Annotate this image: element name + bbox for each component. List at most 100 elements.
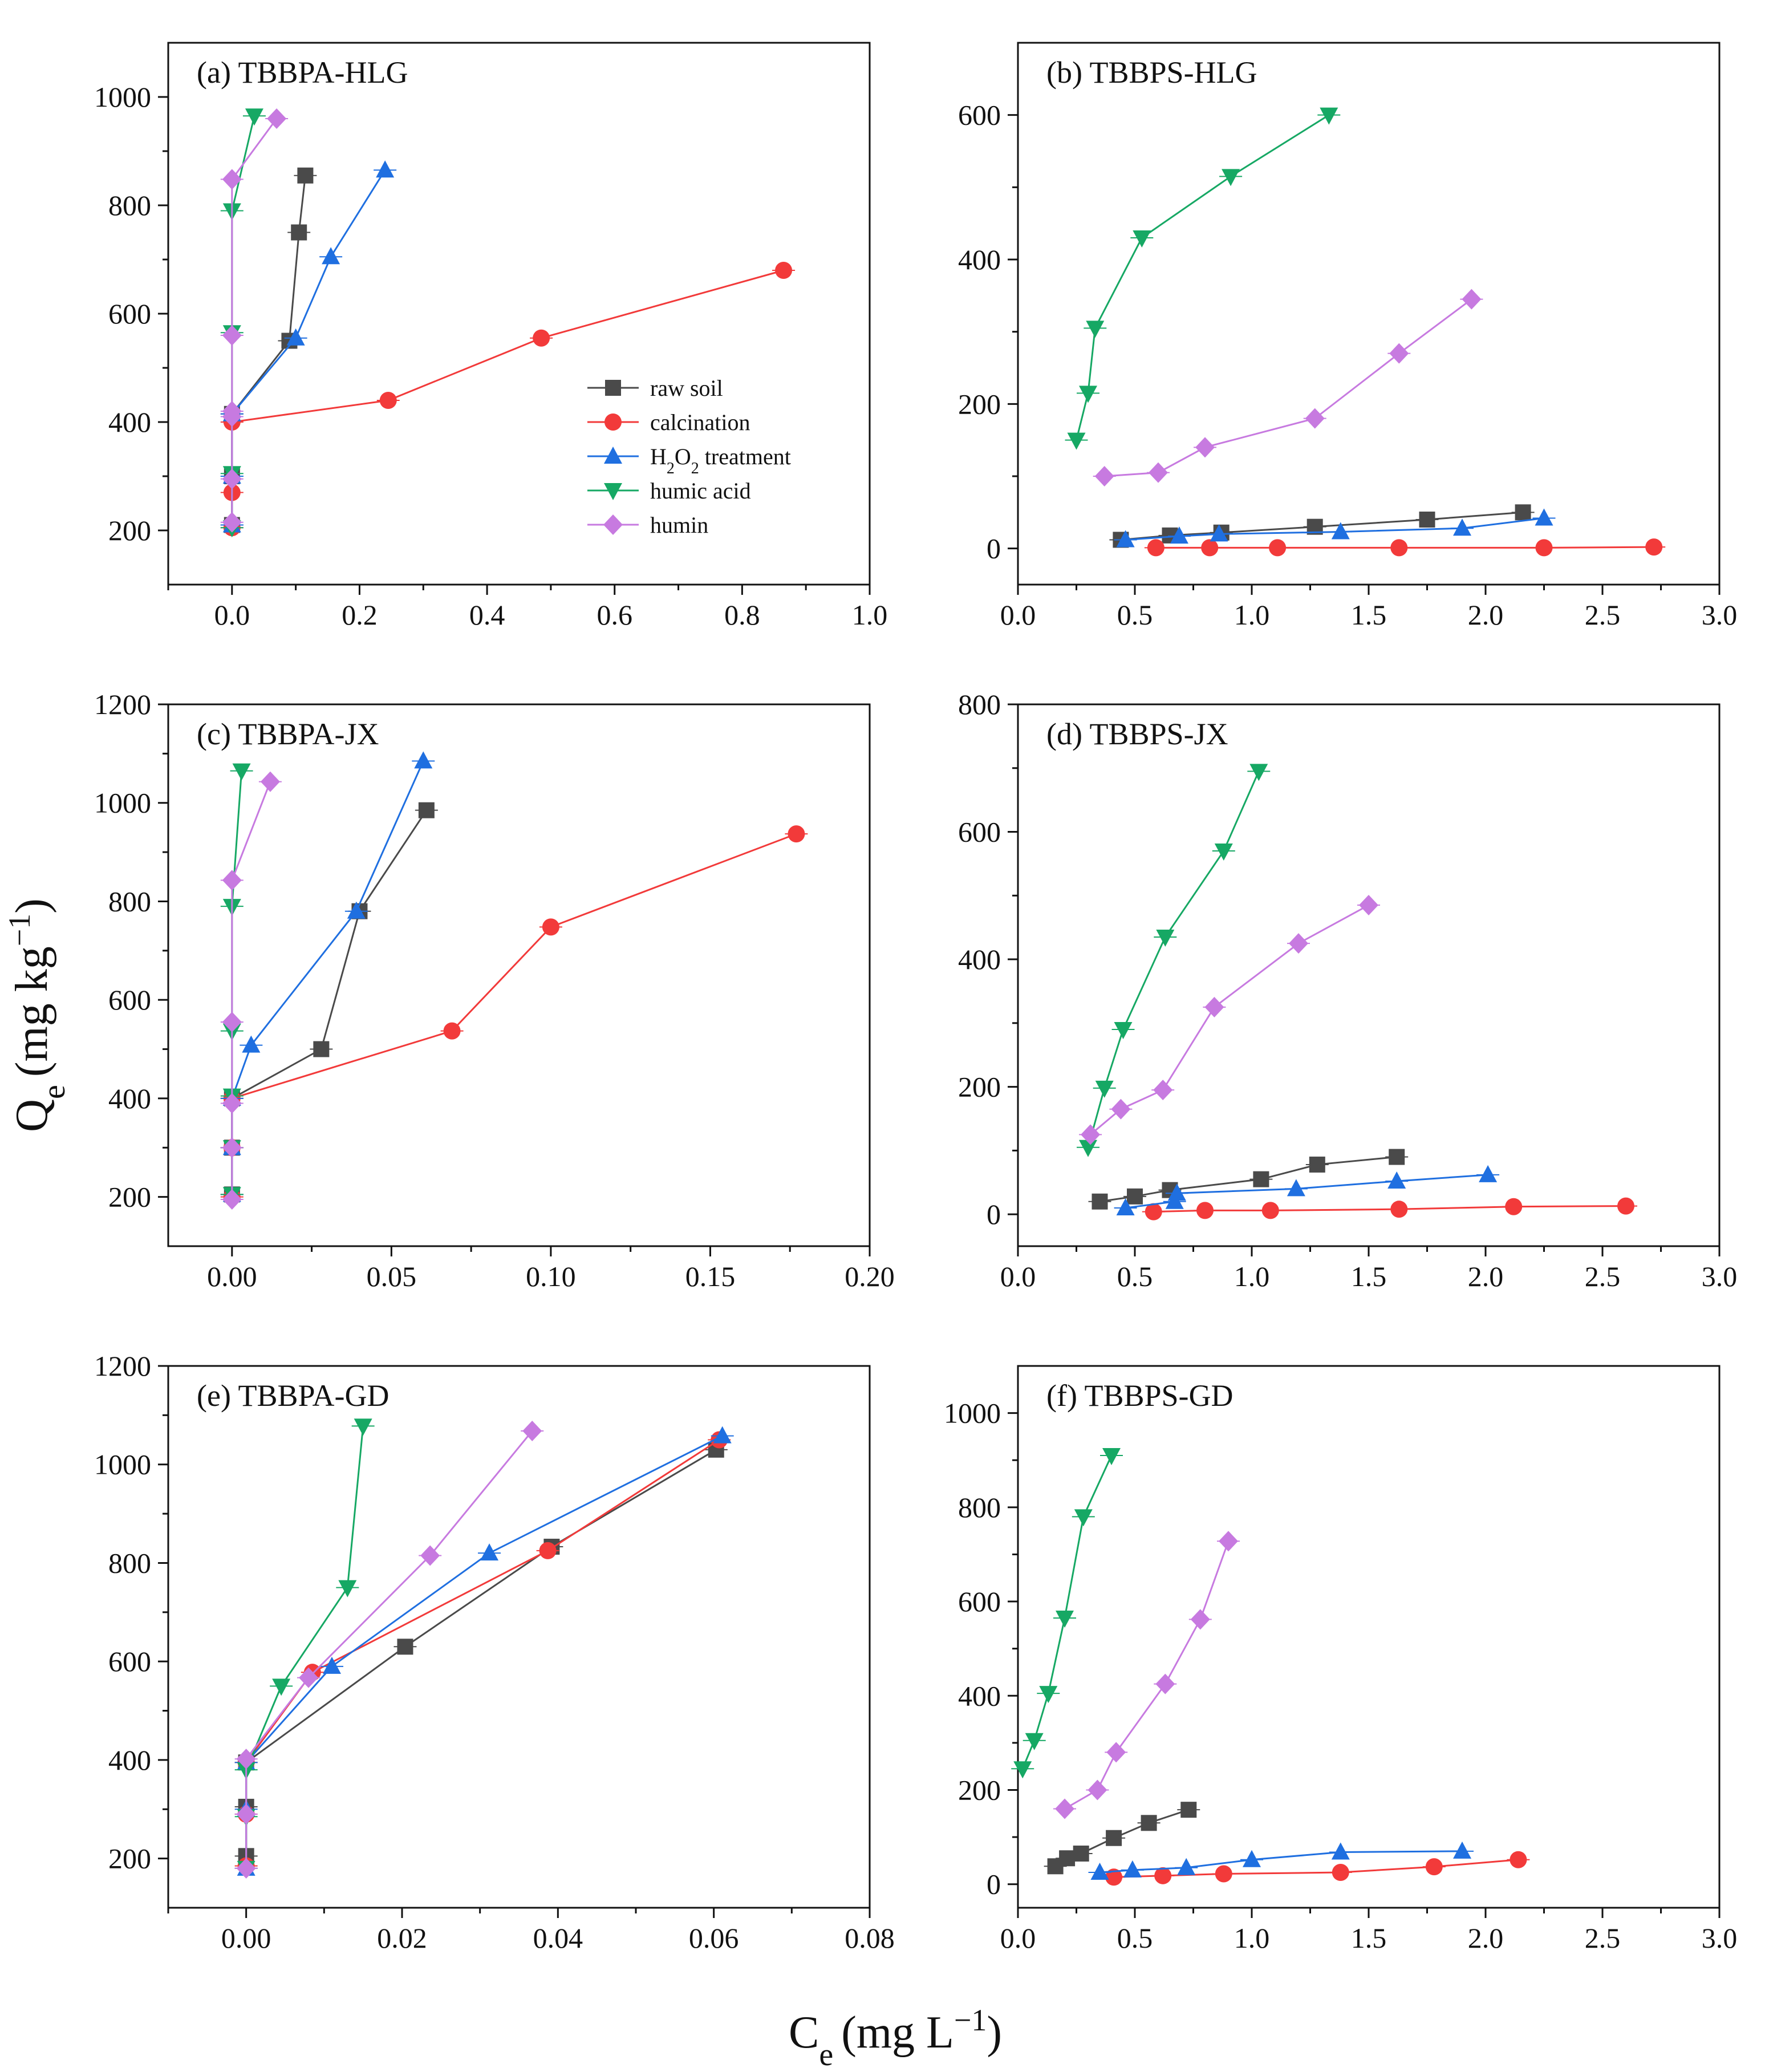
series-ha bbox=[220, 763, 253, 1205]
data-point-raw bbox=[1515, 504, 1531, 521]
data-point-h2o2 bbox=[1453, 1841, 1471, 1859]
data-point-hum bbox=[1088, 1779, 1107, 1801]
series-line-ha bbox=[231, 771, 243, 1195]
legend-label-part: H bbox=[650, 444, 667, 469]
data-point-cal bbox=[533, 329, 550, 347]
data-point-cal bbox=[1390, 539, 1408, 557]
legend-label-part: 2 bbox=[667, 460, 675, 477]
data-point-hum bbox=[1081, 1124, 1101, 1145]
x-tick-label: 0.5 bbox=[1117, 599, 1153, 631]
panel-c: 0.00 0.05 0.10 0.15 0.20 200 400 600 800 1000 1200… bbox=[94, 688, 895, 1292]
data-point-h2o2 bbox=[480, 1543, 499, 1561]
series-line-ha bbox=[245, 1426, 364, 1868]
data-point-hum bbox=[1190, 1609, 1210, 1630]
series-hum bbox=[220, 108, 289, 533]
x-tick-label: 2.0 bbox=[1468, 1260, 1504, 1292]
y-tick-label: 800 bbox=[958, 1491, 1001, 1523]
series-line-cal bbox=[231, 833, 797, 1197]
x-tick-label: 0.20 bbox=[845, 1260, 895, 1292]
data-point-h2o2 bbox=[1453, 518, 1471, 536]
x-tick-label: 0.15 bbox=[685, 1260, 736, 1292]
x-axis-title-unit: (mg L bbox=[841, 2008, 954, 2058]
series-cal bbox=[234, 1431, 731, 1875]
y-tick-label: 200 bbox=[958, 388, 1001, 420]
x-tick-label: 0.0 bbox=[1000, 1922, 1036, 1954]
x-tick-label: 2.0 bbox=[1468, 1922, 1504, 1954]
legend-marker-h2o2 bbox=[604, 447, 622, 464]
data-point-h2o2 bbox=[347, 901, 366, 919]
data-point-ha bbox=[1079, 1140, 1097, 1157]
y-tick-label: 1000 bbox=[94, 1449, 151, 1481]
x-axis-title-exp: −1 bbox=[954, 2003, 987, 2037]
data-point-cal bbox=[788, 825, 805, 843]
legend-label-part: 2 bbox=[691, 460, 699, 477]
data-point-cal bbox=[539, 1542, 557, 1559]
svg-text:Qe(mg kg−1): Qe (mg kg−1) bbox=[2, 898, 72, 1132]
data-point-raw bbox=[397, 1639, 413, 1655]
data-point-raw bbox=[1106, 1830, 1122, 1846]
y-axis-title-main: Q bbox=[7, 1099, 57, 1132]
x-tick-label: 3.0 bbox=[1702, 599, 1738, 631]
data-point-h2o2 bbox=[1210, 524, 1228, 542]
data-point-h2o2 bbox=[1387, 1171, 1406, 1189]
data-point-hum bbox=[1389, 343, 1409, 364]
y-tick-label: 600 bbox=[958, 99, 1001, 131]
x-tick-label: 3.0 bbox=[1702, 1922, 1738, 1954]
series-line-cal bbox=[245, 1439, 720, 1866]
data-point-hum bbox=[236, 1749, 256, 1770]
data-point-raw bbox=[1127, 1188, 1143, 1205]
y-tick-label: 600 bbox=[108, 984, 151, 1016]
data-point-ha bbox=[1039, 1686, 1058, 1704]
x-tick-label: 0.02 bbox=[377, 1922, 427, 1954]
data-point-hum bbox=[1305, 408, 1325, 429]
data-point-cal bbox=[1425, 1858, 1443, 1876]
y-tick-label: 400 bbox=[108, 1082, 151, 1114]
series-line-h2o2 bbox=[231, 169, 386, 525]
x-tick-label: 0.4 bbox=[469, 599, 505, 631]
series-line-h2o2 bbox=[231, 760, 424, 1195]
series-line-h2o2 bbox=[245, 1435, 723, 1868]
x-tick-label: 0.5 bbox=[1117, 1260, 1153, 1292]
data-point-hum bbox=[222, 468, 242, 489]
y-tick-label: 200 bbox=[958, 1071, 1001, 1103]
data-point-hum bbox=[1111, 1098, 1131, 1120]
data-point-raw bbox=[1141, 1815, 1157, 1831]
data-point-raw bbox=[1059, 1850, 1076, 1867]
plot-frame bbox=[167, 1365, 871, 1909]
series-hum bbox=[1079, 895, 1380, 1145]
x-tick-label: 2.0 bbox=[1468, 599, 1504, 631]
x-tick-label: 0.0 bbox=[1000, 599, 1036, 631]
data-point-h2o2 bbox=[1535, 508, 1553, 526]
series-cal bbox=[220, 825, 808, 1206]
series-line-h2o2 bbox=[1099, 1850, 1463, 1874]
panel-d: 0.0 0.5 1.0 1.5 2.0 2.5 3.0 0 200 400 600 800 (d) TB… bbox=[958, 688, 1737, 1292]
data-point-hum bbox=[222, 1093, 242, 1114]
data-point-ha bbox=[1095, 1080, 1114, 1098]
data-point-h2o2 bbox=[1090, 1863, 1109, 1880]
y-tick-label: 400 bbox=[108, 1744, 151, 1776]
data-point-raw bbox=[313, 1041, 330, 1057]
series-hum bbox=[1093, 289, 1483, 486]
svg-text:Ce(mg L−1): Ce (mg L−1) bbox=[789, 2003, 1002, 2072]
data-point-ha bbox=[1013, 1761, 1032, 1779]
data-point-h2o2 bbox=[286, 328, 305, 346]
x-tick-label: 2.5 bbox=[1585, 1260, 1621, 1292]
data-point-cal bbox=[1505, 1198, 1523, 1215]
data-point-ha bbox=[1133, 230, 1151, 248]
data-point-cal bbox=[1269, 539, 1287, 557]
x-tick-label: 2.5 bbox=[1585, 1922, 1621, 1954]
x-tick-label: 0.00 bbox=[207, 1260, 257, 1292]
data-point-cal bbox=[1617, 1197, 1634, 1215]
y-tick-label: 600 bbox=[958, 816, 1001, 848]
data-point-ha bbox=[1114, 1022, 1133, 1039]
x-tick-label: 0.05 bbox=[367, 1260, 417, 1292]
x-tick-label: 0.10 bbox=[526, 1260, 576, 1292]
y-tick-label: 1000 bbox=[94, 81, 151, 113]
legend-label-part: O bbox=[675, 444, 691, 469]
data-point-ha bbox=[1074, 1509, 1093, 1527]
series-ha bbox=[1077, 764, 1271, 1157]
series-hum bbox=[234, 1421, 544, 1879]
data-point-cal bbox=[379, 392, 397, 409]
data-point-cal bbox=[1261, 1202, 1279, 1219]
